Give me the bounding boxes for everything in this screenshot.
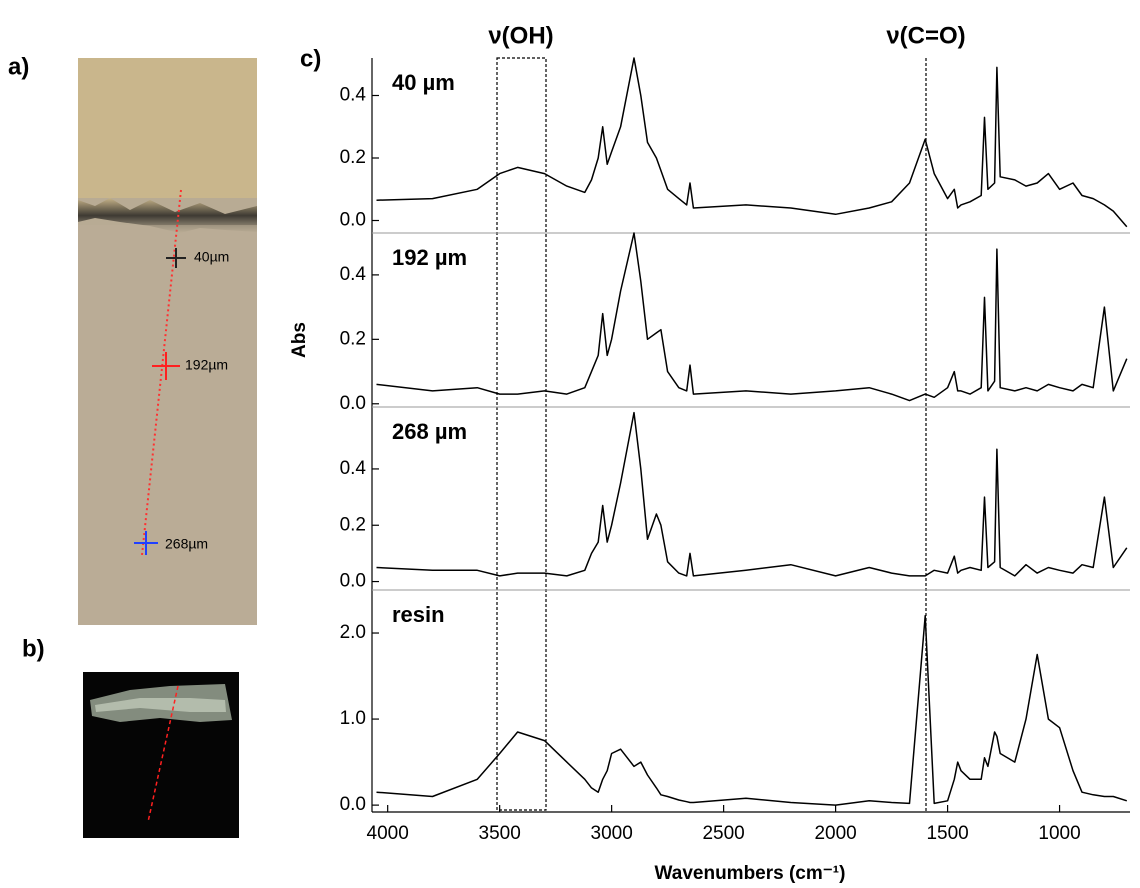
y-tick-label: 0.0 <box>340 794 366 815</box>
x-tick-label: 3000 <box>591 823 633 844</box>
y-tick-label: 1.0 <box>340 708 366 729</box>
x-tick-label: 1000 <box>1038 823 1080 844</box>
cross-section-image <box>83 672 239 838</box>
y-axis-label: Abs <box>289 322 310 358</box>
panel-label: c) <box>300 45 321 72</box>
y-tick-label: 0.2 <box>340 147 366 168</box>
y-tick-label: 0.0 <box>340 210 366 231</box>
x-axis-label: Wavenumbers (cm⁻¹) <box>655 863 846 884</box>
spectrum-label: 192 µm <box>392 245 467 270</box>
x-tick-label: 2000 <box>814 823 856 844</box>
spectrum-label: 268 µm <box>392 419 467 444</box>
y-tick-label: 0.2 <box>340 514 366 535</box>
y-tick-label: 0.0 <box>340 571 366 592</box>
image-label: 268µm <box>165 536 208 552</box>
spectrum-line <box>376 615 1128 806</box>
y-tick-label: 2.0 <box>340 622 366 643</box>
y-tick-label: 0.2 <box>340 328 366 349</box>
annotation: ν(C=O) <box>886 22 965 49</box>
x-tick-label: 4000 <box>367 823 409 844</box>
y-tick-label: 0.4 <box>340 458 367 479</box>
spectrum-line <box>376 411 1128 577</box>
spectrum-line <box>376 57 1128 228</box>
image-label: 40µm <box>194 249 229 265</box>
image-label: 192µm <box>185 357 228 373</box>
panel-label: a) <box>8 53 29 80</box>
x-tick-label: 1500 <box>926 823 968 844</box>
x-tick-label: 2500 <box>702 823 744 844</box>
y-tick-label: 0.4 <box>340 85 367 106</box>
y-tick-label: 0.4 <box>340 264 367 285</box>
x-tick-label: 3500 <box>479 823 521 844</box>
oh-region-box <box>496 57 547 811</box>
spectrum-line <box>376 232 1128 402</box>
spectrum-label: 40 µm <box>392 70 455 95</box>
microscope-image <box>78 58 257 625</box>
annotation: ν(OH) <box>488 22 553 49</box>
spectrum-label: resin <box>392 602 445 627</box>
panel-label: b) <box>22 635 45 662</box>
y-tick-label: 0.0 <box>340 393 366 414</box>
